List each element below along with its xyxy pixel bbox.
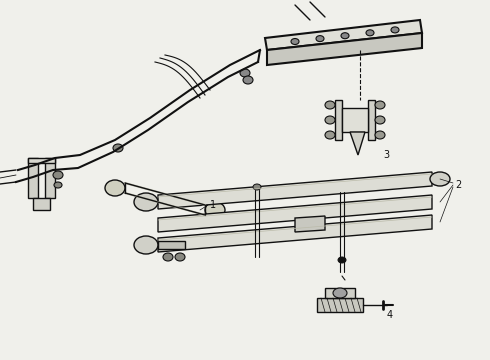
Polygon shape bbox=[28, 158, 38, 198]
Ellipse shape bbox=[375, 101, 385, 109]
Ellipse shape bbox=[134, 236, 158, 254]
Ellipse shape bbox=[134, 193, 158, 211]
Ellipse shape bbox=[375, 131, 385, 139]
Ellipse shape bbox=[316, 36, 324, 42]
Polygon shape bbox=[158, 241, 185, 249]
Polygon shape bbox=[158, 195, 432, 232]
Ellipse shape bbox=[338, 257, 346, 263]
Ellipse shape bbox=[105, 180, 125, 196]
Ellipse shape bbox=[253, 184, 261, 190]
Polygon shape bbox=[158, 172, 432, 209]
Polygon shape bbox=[335, 100, 342, 140]
Ellipse shape bbox=[113, 144, 123, 152]
Polygon shape bbox=[158, 215, 432, 252]
Ellipse shape bbox=[325, 131, 335, 139]
Ellipse shape bbox=[333, 288, 347, 298]
Text: 4: 4 bbox=[387, 310, 393, 320]
Ellipse shape bbox=[243, 76, 253, 84]
Ellipse shape bbox=[391, 27, 399, 33]
Text: 1: 1 bbox=[210, 200, 216, 210]
Polygon shape bbox=[325, 288, 355, 298]
Polygon shape bbox=[342, 108, 368, 132]
Ellipse shape bbox=[53, 171, 63, 179]
Ellipse shape bbox=[175, 253, 185, 261]
Polygon shape bbox=[317, 298, 363, 312]
Polygon shape bbox=[368, 100, 375, 140]
Ellipse shape bbox=[366, 30, 374, 36]
Polygon shape bbox=[267, 33, 422, 65]
Polygon shape bbox=[45, 158, 55, 198]
Ellipse shape bbox=[205, 202, 225, 218]
Ellipse shape bbox=[325, 101, 335, 109]
Polygon shape bbox=[265, 20, 422, 50]
Polygon shape bbox=[28, 158, 55, 163]
Ellipse shape bbox=[375, 116, 385, 124]
Ellipse shape bbox=[54, 182, 62, 188]
Text: 3: 3 bbox=[383, 150, 389, 160]
Ellipse shape bbox=[291, 39, 299, 45]
Ellipse shape bbox=[430, 172, 450, 186]
Polygon shape bbox=[350, 132, 365, 155]
Text: 2: 2 bbox=[455, 180, 461, 190]
Polygon shape bbox=[295, 216, 325, 232]
Ellipse shape bbox=[325, 116, 335, 124]
Ellipse shape bbox=[341, 33, 349, 39]
Ellipse shape bbox=[163, 253, 173, 261]
Ellipse shape bbox=[240, 69, 250, 77]
Polygon shape bbox=[33, 198, 50, 210]
